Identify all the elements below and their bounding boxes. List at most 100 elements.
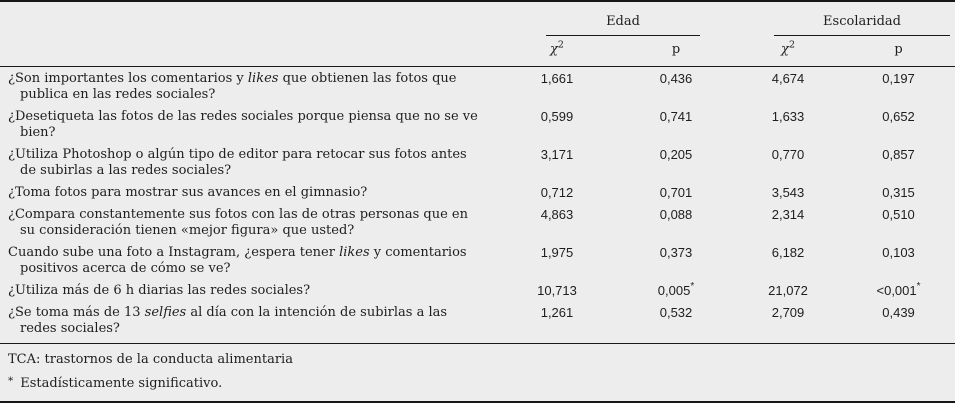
table-body: ¿Son importantes los comentarios y likes… [0, 67, 955, 340]
value-text: 1,661 [540, 71, 574, 86]
value-text: 0,005 [657, 283, 691, 298]
question-italic-term: selfies [144, 305, 187, 320]
chi-symbol: χ [781, 42, 789, 57]
escolaridad-chi2-value: 3,543 [734, 181, 842, 203]
question-text-cont: que obtienen las fotos que publica en la… [20, 71, 457, 102]
value-text: 0,315 [882, 185, 915, 200]
value-text: 0,741 [659, 109, 693, 124]
escolaridad-p-value: 0,857 [842, 143, 955, 181]
escolaridad-chi2-value: 6,182 [734, 241, 842, 279]
edad-p-value: 0,205 [618, 143, 734, 181]
question-text: ¿Son importantes los comentarios y [8, 71, 248, 86]
value-text: 3,171 [540, 147, 574, 162]
value-text: 4,674 [771, 71, 805, 86]
table-row: ¿Utiliza más de 6 h diarias las redes so… [0, 279, 955, 301]
value-text: 10,713 [537, 283, 577, 298]
value-text: 0,770 [771, 147, 805, 162]
question-text: ¿Compara constantemente sus fotos con la… [8, 207, 468, 238]
table-row: ¿Utiliza Photoshop o algún tipo de edito… [0, 143, 955, 181]
value-text: 0,510 [882, 207, 915, 222]
escolaridad-chi2-header: χ2 [734, 36, 843, 67]
value-text: 0,701 [659, 185, 693, 200]
question-text-cont: al día con la intención de subirlas a la… [20, 305, 448, 336]
value-text: 1,975 [540, 245, 574, 260]
edad-chi2-value: 4,863 [496, 203, 618, 241]
column-group-escolaridad: Escolaridad [734, 2, 955, 36]
question-text: ¿Utiliza Photoshop o algún tipo de edito… [8, 147, 467, 178]
value-text: 4,863 [540, 207, 574, 222]
chi-exponent: 2 [557, 39, 564, 51]
escolaridad-p-value: 0,652 [842, 105, 955, 143]
edad-p-value: 0,741 [618, 105, 734, 143]
question-cell: ¿Utiliza Photoshop o algún tipo de edito… [0, 143, 496, 181]
edad-p-value: 0,373 [618, 241, 734, 279]
question-italic-term: likes [339, 245, 370, 260]
edad-chi2-value: 10,713 [496, 279, 618, 301]
value-text: 3,543 [771, 185, 805, 200]
escolaridad-p-value: 0,510 [842, 203, 955, 241]
escolaridad-chi2-value: 2,709 [734, 301, 842, 339]
value-text: 0,373 [659, 245, 693, 260]
value-text: 0,103 [882, 245, 915, 260]
edad-group-label: Edad [546, 2, 701, 36]
question-cell: ¿Compara constantemente sus fotos con la… [0, 203, 496, 241]
edad-chi2-value: 0,599 [496, 105, 618, 143]
table-row: ¿Son importantes los comentarios y likes… [0, 67, 955, 106]
table-header: Edad Escolaridad χ2 p χ2 p [0, 2, 955, 67]
value-text: 0,088 [659, 207, 693, 222]
edad-p-value: 0,088 [618, 203, 734, 241]
table-row: ¿Toma fotos para mostrar sus avances en … [0, 181, 955, 203]
escolaridad-chi2-value: 0,770 [734, 143, 842, 181]
escolaridad-chi2-value: 21,072 [734, 279, 842, 301]
edad-chi2-header: χ2 [496, 36, 618, 67]
value-text: 6,182 [771, 245, 805, 260]
value-text: 0,197 [882, 71, 915, 86]
chi-symbol: χ [550, 42, 558, 57]
chi-exponent: 2 [788, 39, 795, 51]
table-row: ¿Se toma más de 13 selfies al día con la… [0, 301, 955, 339]
value-text: 0,532 [659, 305, 693, 320]
escolaridad-p-value: 0,197 [842, 67, 955, 106]
escolaridad-p-value: <0,001* [842, 279, 955, 301]
escolaridad-chi2-value: 1,633 [734, 105, 842, 143]
edad-chi2-value: 1,661 [496, 67, 618, 106]
value-text: 0,599 [540, 109, 574, 124]
value-text: 21,072 [768, 283, 808, 298]
value-text: 1,261 [540, 305, 574, 320]
empty-header-cell [0, 2, 496, 36]
edad-chi2-value: 3,171 [496, 143, 618, 181]
edad-p-header: p [618, 36, 735, 67]
question-cell: ¿Utiliza más de 6 h diarias las redes so… [0, 279, 496, 301]
edad-chi2-value: 0,712 [496, 181, 618, 203]
value-text: <0,001 [876, 283, 917, 298]
question-italic-term: likes [247, 71, 279, 86]
edad-p-value: 0,532 [618, 301, 734, 339]
table-footnotes: TCA: trastornos de la conducta alimentar… [0, 343, 955, 401]
table-row: Cuando sube una foto a Instagram, ¿esper… [0, 241, 955, 279]
value-text: 2,709 [771, 305, 805, 320]
value-text: 0,205 [659, 147, 693, 162]
value-text: 0,652 [882, 109, 915, 124]
question-text: ¿Toma fotos para mostrar sus avances en … [8, 185, 368, 200]
escolaridad-group-label: Escolaridad [774, 2, 951, 36]
table-area: Edad Escolaridad χ2 p χ2 p ¿Son importan… [0, 2, 955, 343]
question-text: ¿Utiliza más de 6 h diarias las redes so… [8, 283, 311, 298]
value-text: 0,712 [540, 185, 574, 200]
question-cell: ¿Se toma más de 13 selfies al día con la… [0, 301, 496, 339]
escolaridad-p-header: p [842, 36, 955, 67]
value-text: 0,439 [882, 305, 915, 320]
value-text: 0,436 [659, 71, 693, 86]
column-group-row: Edad Escolaridad [0, 2, 955, 36]
value-text: 0,857 [882, 147, 915, 162]
significance-asterisk: * [8, 375, 14, 387]
escolaridad-chi2-value: 4,674 [734, 67, 842, 106]
question-cell: ¿Desetiqueta las fotos de las redes soci… [0, 105, 496, 143]
significance-star: * [916, 280, 921, 292]
question-text: Cuando sube una foto a Instagram, ¿esper… [8, 245, 340, 260]
escolaridad-p-value: 0,103 [842, 241, 955, 279]
value-text: 1,633 [771, 109, 805, 124]
escolaridad-p-value: 0,315 [842, 181, 955, 203]
sub-header-row: χ2 p χ2 p [0, 36, 955, 67]
escolaridad-p-value: 0,439 [842, 301, 955, 339]
question-cell: Cuando sube una foto a Instagram, ¿esper… [0, 241, 496, 279]
